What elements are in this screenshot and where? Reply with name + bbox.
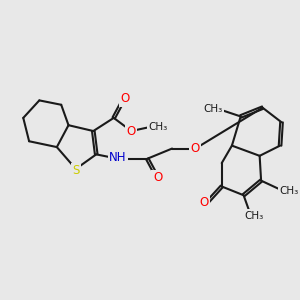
Text: O: O bbox=[127, 124, 136, 137]
Text: S: S bbox=[72, 164, 80, 177]
Text: O: O bbox=[121, 92, 130, 105]
Text: CH₃: CH₃ bbox=[244, 211, 263, 221]
Text: O: O bbox=[153, 171, 162, 184]
Text: CH₃: CH₃ bbox=[148, 122, 167, 132]
Text: CH₃: CH₃ bbox=[203, 104, 223, 114]
Text: NH: NH bbox=[110, 151, 127, 164]
Text: CH₃: CH₃ bbox=[279, 186, 298, 196]
Text: O: O bbox=[191, 142, 200, 155]
Text: O: O bbox=[200, 196, 209, 209]
